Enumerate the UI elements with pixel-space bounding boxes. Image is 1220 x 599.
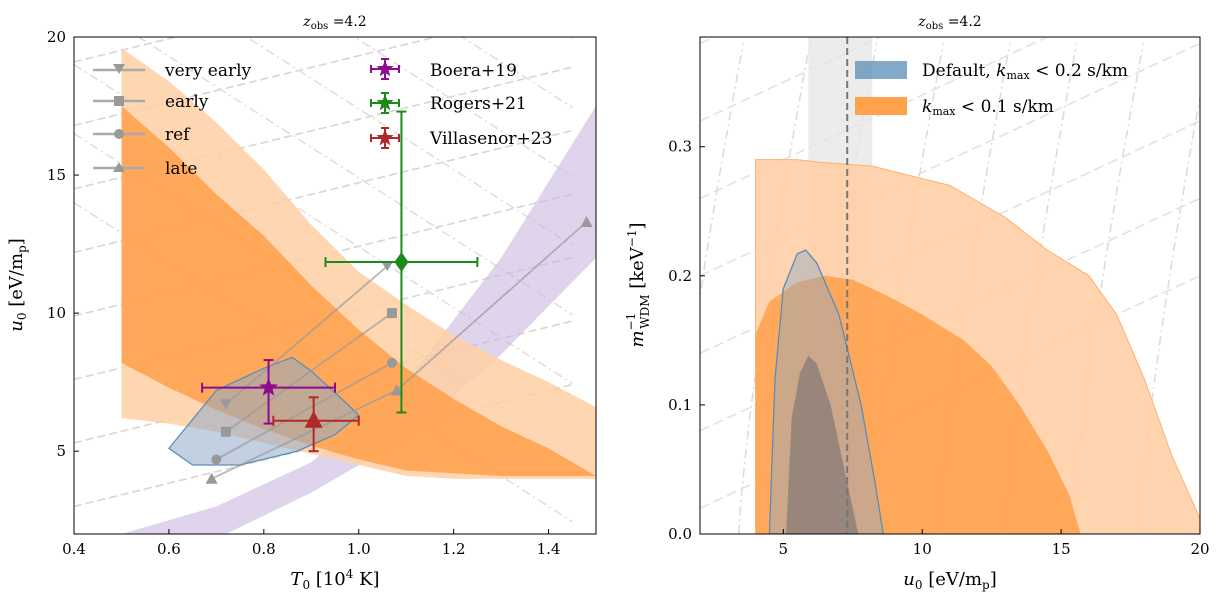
legend-label: Boera+19: [430, 61, 517, 81]
left-title: zobs =4.2: [302, 14, 366, 32]
model-point: [211, 454, 222, 465]
x-tick-label: 1.0: [347, 540, 371, 558]
legend-label: Villasenor+23: [429, 129, 552, 149]
legend-label-k01: kmax < 0.1 s/km: [922, 97, 1054, 118]
y-tick-label: 0.0: [668, 525, 692, 543]
right-plot-area: [700, 37, 1220, 535]
right-legend: Default, kmax < 0.2 s/km kmax < 0.1 s/km: [855, 61, 1128, 118]
model-track: [225, 265, 388, 405]
obs-marker: [259, 377, 279, 396]
legend-very-early: very early: [93, 61, 252, 81]
model-point: [205, 472, 218, 484]
legend-ref: ref: [93, 125, 191, 145]
guide-curve: [1206, 44, 1220, 535]
model-point: [390, 384, 403, 396]
obs-marker: [394, 252, 409, 273]
obs-marker: [304, 410, 323, 428]
legend-label: late: [165, 159, 197, 179]
x-tick-label: 0.4: [62, 540, 86, 558]
model-track: [225, 312, 393, 433]
default-region: [167, 356, 360, 466]
model-point: [580, 215, 593, 227]
y-tick-label: 20: [47, 28, 66, 46]
legend-late: late: [93, 159, 197, 179]
y-tick-label: 15: [47, 166, 66, 184]
y-tick-label: 5: [56, 442, 66, 460]
guide-curve: [137, 37, 573, 316]
model-point: [220, 426, 231, 437]
model-tracks: [205, 215, 593, 484]
left-legend: very early early ref late: [93, 58, 552, 179]
left-xlabel: T0 [104 K]: [290, 567, 379, 592]
x-tick-label: 5: [779, 540, 789, 558]
left-axes-frame: [73, 36, 597, 535]
model-point: [381, 261, 394, 272]
right-ticks: 5 10 15 20 0.0 0.1 0.2 0.3: [668, 138, 1209, 558]
y-tick-label: 0.3: [668, 138, 692, 156]
legend-boera: Boera+19: [370, 58, 517, 81]
constraint-region: [786, 355, 859, 534]
observations: [201, 110, 479, 453]
legend-label: early: [165, 92, 209, 112]
legend-swatch-k01: [855, 97, 907, 115]
legend-villasenor: Villasenor+23: [370, 127, 552, 149]
x-tick-label: 10: [913, 540, 932, 558]
legend-label: ref: [165, 125, 191, 145]
left-plot-area: [74, 37, 596, 534]
right-title: zobs =4.2: [917, 14, 981, 32]
legend-label: very early: [164, 61, 252, 81]
x-tick-label: 0.6: [157, 540, 181, 558]
left-panel: zobs =4.2 0.4 0.6 0.8 1.0 1.2 1.4 5 10 15 20 T0 […: [6, 14, 597, 592]
right-xlabel: u0 [eV/mp]: [903, 569, 996, 592]
x-tick-label: 0.8: [252, 540, 276, 558]
model-track: [215, 362, 393, 461]
guide-curve: [74, 37, 180, 63]
y-tick-label: 0.2: [668, 267, 692, 285]
x-tick-label: 1.4: [537, 540, 561, 558]
model-point: [386, 357, 397, 368]
model-point: [219, 399, 232, 410]
legend-swatch-default: [855, 61, 907, 79]
legend-label: Rogers+21: [430, 94, 527, 114]
x-tick-label: 15: [1052, 540, 1071, 558]
right-axes-frame: [699, 36, 1201, 535]
left-ylabel: u0 [eV/mp]: [6, 238, 29, 331]
constraint-regions: [755, 159, 1200, 534]
model-point: [386, 308, 397, 319]
guide-curve: [700, 37, 883, 122]
y-tick-label: 10: [47, 304, 66, 322]
constraint-regions: [121, 48, 596, 534]
left-ticks: 0.4 0.6 0.8 1.0 1.2 1.4 5 10 15 20: [47, 28, 561, 558]
guide-curve: [568, 37, 573, 40]
right-ylabel: m−1WDM [keV−1]: [624, 222, 652, 347]
x-tick-label: 20: [1190, 540, 1209, 558]
right-panel: zobs =4.2 5 10 15 20 0.0 0.1 0.2 0.3 u0 [eV/mp]…: [624, 14, 1220, 592]
x-tick-label: 1.2: [442, 540, 466, 558]
guide-curve: [700, 43, 745, 301]
y-tick-label: 0.1: [668, 396, 692, 414]
legend-label-default: Default, kmax < 0.2 s/km: [922, 61, 1128, 82]
legend-rogers: Rogers+21: [370, 92, 527, 114]
legend-early: early: [93, 92, 209, 112]
